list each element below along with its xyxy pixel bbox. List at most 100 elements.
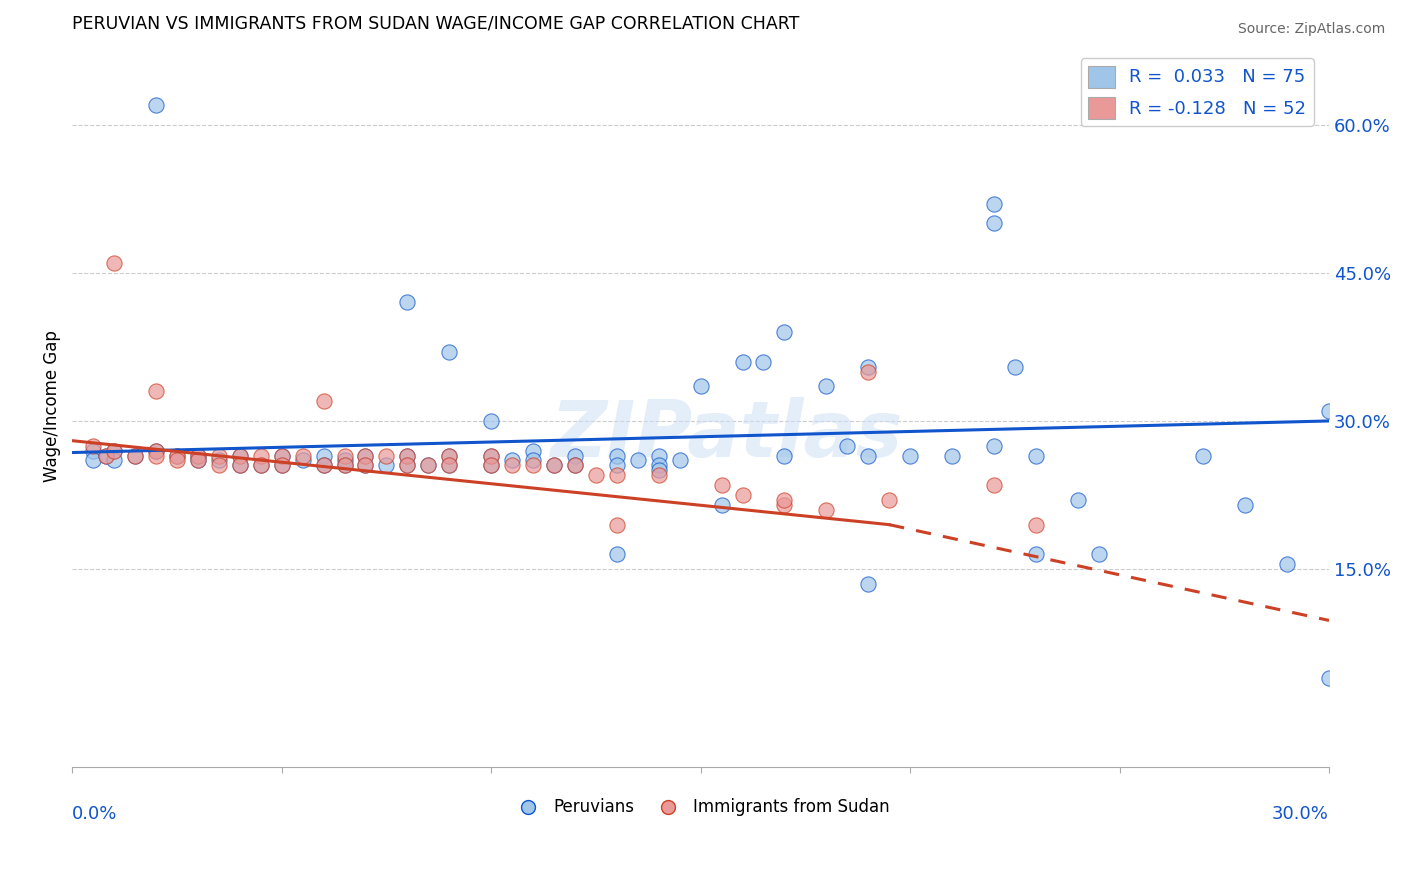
Point	[689, 379, 711, 393]
Point	[187, 449, 209, 463]
Point	[124, 449, 146, 463]
Point	[898, 449, 921, 463]
Point	[941, 449, 963, 463]
Point	[543, 458, 565, 473]
Point	[439, 449, 461, 463]
Text: Source: ZipAtlas.com: Source: ZipAtlas.com	[1237, 22, 1385, 37]
Point	[396, 458, 419, 473]
Point	[585, 468, 607, 483]
Point	[648, 468, 671, 483]
Point	[479, 458, 502, 473]
Point	[187, 453, 209, 467]
Point	[752, 354, 775, 368]
Point	[606, 468, 628, 483]
Point	[166, 449, 188, 463]
Point	[333, 458, 356, 473]
Point	[312, 458, 335, 473]
Point	[648, 463, 671, 477]
Point	[249, 458, 271, 473]
Point	[564, 449, 586, 463]
Point	[396, 458, 419, 473]
Point	[166, 453, 188, 467]
Text: 0.0%: 0.0%	[72, 805, 118, 823]
Y-axis label: Wage/Income Gap: Wage/Income Gap	[44, 330, 60, 482]
Point	[103, 453, 125, 467]
Point	[815, 503, 838, 517]
Point	[710, 478, 733, 492]
Point	[82, 439, 104, 453]
Point	[1317, 404, 1340, 418]
Point	[291, 449, 314, 463]
Point	[648, 458, 671, 473]
Point	[145, 384, 167, 399]
Point	[856, 449, 879, 463]
Point	[396, 449, 419, 463]
Point	[270, 449, 292, 463]
Point	[710, 498, 733, 512]
Point	[166, 449, 188, 463]
Point	[983, 196, 1005, 211]
Point	[354, 458, 377, 473]
Point	[1004, 359, 1026, 374]
Point	[479, 449, 502, 463]
Point	[208, 453, 231, 467]
Point	[229, 449, 252, 463]
Point	[543, 458, 565, 473]
Point	[668, 453, 690, 467]
Point	[354, 449, 377, 463]
Point	[229, 449, 252, 463]
Point	[983, 439, 1005, 453]
Point	[522, 443, 544, 458]
Point	[877, 492, 900, 507]
Point	[1234, 498, 1257, 512]
Point	[627, 453, 650, 467]
Point	[837, 439, 859, 453]
Point	[648, 449, 671, 463]
Point	[439, 458, 461, 473]
Point	[312, 458, 335, 473]
Point	[291, 453, 314, 467]
Point	[145, 443, 167, 458]
Point	[501, 458, 523, 473]
Point	[354, 458, 377, 473]
Point	[333, 458, 356, 473]
Point	[856, 365, 879, 379]
Point	[773, 492, 796, 507]
Point	[270, 458, 292, 473]
Point	[439, 449, 461, 463]
Point	[856, 359, 879, 374]
Point	[82, 453, 104, 467]
Text: ZIPatlas: ZIPatlas	[550, 397, 901, 473]
Point	[103, 443, 125, 458]
Point	[418, 458, 440, 473]
Point	[312, 449, 335, 463]
Point	[208, 449, 231, 463]
Point	[187, 453, 209, 467]
Point	[375, 458, 398, 473]
Point	[564, 458, 586, 473]
Text: 30.0%: 30.0%	[1272, 805, 1329, 823]
Point	[479, 449, 502, 463]
Point	[983, 478, 1005, 492]
Point	[249, 449, 271, 463]
Point	[94, 449, 117, 463]
Point	[773, 449, 796, 463]
Point	[439, 344, 461, 359]
Point	[1025, 517, 1047, 532]
Point	[1192, 449, 1215, 463]
Point	[333, 453, 356, 467]
Point	[731, 354, 754, 368]
Point	[731, 488, 754, 502]
Point	[187, 449, 209, 463]
Point	[522, 453, 544, 467]
Point	[773, 498, 796, 512]
Point	[606, 517, 628, 532]
Point	[1066, 492, 1088, 507]
Point	[103, 443, 125, 458]
Point	[606, 458, 628, 473]
Point	[1275, 557, 1298, 571]
Point	[145, 98, 167, 112]
Point	[439, 458, 461, 473]
Point	[606, 547, 628, 561]
Point	[124, 449, 146, 463]
